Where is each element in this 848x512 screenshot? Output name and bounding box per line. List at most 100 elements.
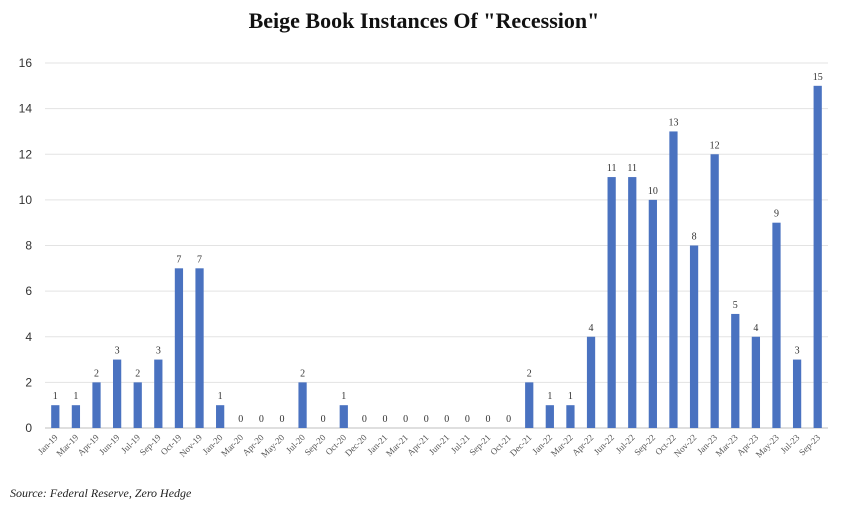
data-label: 7: [197, 254, 202, 265]
x-tick-label: Sep-20: [302, 432, 327, 457]
data-label: 0: [259, 414, 264, 425]
bar: [710, 154, 719, 428]
bars: [51, 85, 822, 428]
data-label: 0: [238, 414, 243, 425]
x-tick-label: Sep-19: [138, 432, 163, 457]
data-label: 9: [774, 209, 779, 220]
x-tick-label: Dec-21: [508, 432, 534, 458]
y-tick-label: 0: [25, 421, 32, 435]
x-tick-label: Sep-22: [632, 432, 657, 457]
data-label: 15: [813, 72, 823, 83]
data-label: 2: [300, 368, 305, 379]
data-label: 3: [115, 346, 120, 357]
data-label: 0: [382, 414, 387, 425]
data-label: 7: [176, 254, 181, 265]
bar: [195, 268, 204, 428]
y-tick-label: 4: [25, 330, 32, 344]
x-tick-label: Nov-19: [177, 432, 204, 459]
x-tick-label: Mar-21: [384, 432, 410, 458]
source-note: Source: Federal Reserve, Zero Hedge: [10, 486, 192, 500]
data-label: 0: [403, 414, 408, 425]
x-tick-label: Sep-23: [797, 432, 822, 457]
y-axis: 0 2 4 6 8 10 12 14 16: [19, 56, 33, 435]
y-tick-label: 16: [19, 56, 33, 70]
bar: [751, 336, 761, 428]
data-label: 0: [506, 414, 511, 425]
y-tick-label: 2: [25, 375, 32, 389]
bar: [133, 382, 142, 428]
data-label: 5: [733, 300, 738, 311]
x-tick-label: Mar-23: [714, 432, 740, 458]
bar: [772, 222, 781, 428]
x-tick-label: Mar-22: [549, 432, 575, 458]
bar: [339, 405, 348, 428]
y-tick-label: 10: [19, 193, 33, 207]
data-label: 10: [648, 186, 658, 197]
x-tick-label: Sep-21: [467, 432, 492, 457]
bar: [174, 268, 184, 428]
bar: [648, 199, 657, 428]
chart-title: Beige Book Instances Of "Recession": [248, 8, 600, 33]
data-label: 11: [627, 163, 637, 174]
x-tick-label: Apr-19: [76, 432, 102, 458]
x-axis: Jan-19Mar-19Apr-19Jun-19Jul-19Sep-19Oct-…: [36, 432, 823, 460]
bar: [71, 405, 81, 428]
bar: [813, 85, 822, 428]
data-label: 0: [486, 414, 491, 425]
data-label: 2: [135, 368, 140, 379]
x-tick-label: Dec-20: [343, 432, 369, 458]
x-tick-label: May-23: [754, 432, 782, 460]
bar: [689, 245, 699, 428]
y-tick-label: 12: [19, 147, 33, 161]
x-tick-label: Jun-22: [592, 432, 616, 456]
bar: [566, 405, 575, 428]
bar: [525, 382, 534, 428]
bar: [628, 177, 637, 428]
data-label: 8: [692, 232, 697, 243]
x-tick-label: Jun-21: [427, 432, 451, 456]
data-label: 2: [527, 368, 532, 379]
bar: [607, 177, 616, 428]
data-label: 13: [668, 117, 678, 128]
data-label: 0: [465, 414, 470, 425]
x-tick-label: Mar-19: [54, 432, 80, 458]
x-tick-label: Mar-20: [219, 432, 245, 458]
data-label: 1: [53, 391, 58, 402]
data-label: 11: [607, 163, 617, 174]
data-label: 1: [547, 391, 552, 402]
x-tick-label: Apr-22: [570, 432, 595, 457]
data-label: 1: [568, 391, 573, 402]
bar: [154, 359, 163, 428]
data-label: 2: [94, 368, 99, 379]
data-label: 1: [341, 391, 346, 402]
y-tick-label: 6: [25, 284, 32, 298]
x-tick-label: Nov-22: [672, 432, 699, 459]
data-label: 3: [795, 346, 800, 357]
bar: [545, 405, 554, 428]
data-label: 4: [589, 323, 594, 334]
y-tick-label: 8: [25, 239, 32, 253]
bar: [731, 313, 740, 428]
bar: [216, 405, 225, 428]
x-tick-label: Apr-21: [405, 432, 430, 457]
data-label: 0: [279, 414, 284, 425]
x-tick-label: May-20: [259, 432, 287, 460]
bar: [298, 382, 307, 428]
data-label: 3: [156, 346, 161, 357]
bar: [92, 382, 101, 428]
bar: [51, 405, 60, 428]
data-label: 4: [753, 323, 758, 334]
x-tick-label: Jun-19: [97, 432, 122, 457]
data-label: 1: [218, 391, 223, 402]
bar: [792, 359, 802, 428]
bar: [669, 131, 678, 428]
data-label: 0: [444, 414, 449, 425]
data-label: 0: [362, 414, 367, 425]
data-label: 0: [424, 414, 429, 425]
data-label: 0: [321, 414, 326, 425]
bar: [112, 359, 122, 428]
data-label: 1: [73, 391, 78, 402]
bar: [586, 336, 596, 428]
